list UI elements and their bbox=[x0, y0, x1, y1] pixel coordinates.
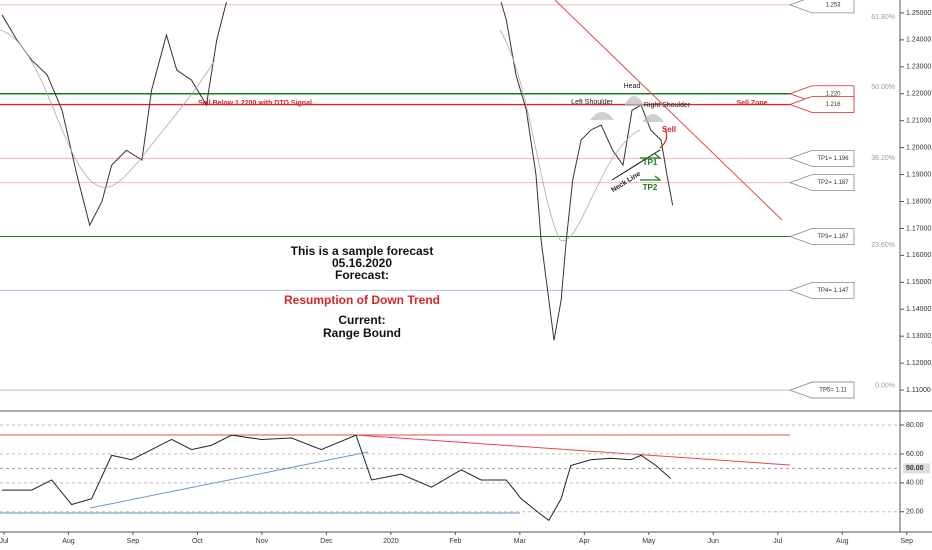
tp-arrows bbox=[640, 153, 662, 181]
x-tick-label: 2020 bbox=[383, 538, 399, 545]
head-label: Head bbox=[624, 83, 641, 90]
x-tick-label: Feb bbox=[449, 538, 461, 545]
y-tick-label: 40.00 bbox=[906, 480, 924, 487]
y-tick-label: 1.20000 bbox=[906, 144, 931, 151]
y-tick-label: 1.16000 bbox=[906, 252, 931, 259]
forecast-line: 05.16.2020 bbox=[332, 256, 392, 270]
series-line bbox=[2, 434, 672, 522]
y-tick-label: 1.24000 bbox=[906, 37, 931, 44]
level-label: 50.00 bbox=[906, 465, 924, 472]
x-tick-label: Jun bbox=[708, 538, 719, 545]
callout-label: TP2= 1.187 bbox=[817, 180, 849, 186]
x-tick-label: Oct bbox=[192, 538, 203, 545]
left-shoulder-label: Left Shoulder bbox=[571, 99, 613, 106]
sell-arrow bbox=[659, 127, 668, 149]
shoulder-shapes bbox=[590, 96, 664, 122]
forecast-line: Resumption of Down Trend bbox=[284, 293, 440, 307]
y-tick-label: 80.00 bbox=[906, 422, 924, 429]
x-tick-label: Sep bbox=[901, 538, 914, 545]
callout-label: TP5= 1.11 bbox=[819, 388, 847, 394]
y-tick-label: 1.22000 bbox=[906, 91, 931, 98]
callout-label: 1.253 bbox=[825, 2, 841, 8]
callout-label: 1.216 bbox=[825, 102, 841, 108]
callout bbox=[788, 281, 855, 299]
callout bbox=[788, 381, 855, 399]
fib-label: 23.60% bbox=[871, 242, 895, 249]
fib-label: 0.00% bbox=[875, 382, 895, 389]
x-tick-label: Aug bbox=[836, 538, 849, 545]
fib-label: 50.00% bbox=[871, 84, 895, 91]
level-badge bbox=[903, 463, 930, 474]
callout bbox=[788, 228, 855, 245]
price-pane: 1.11000 1.12000 1.13000 1.14000 1.15000 1.160… bbox=[0, 0, 931, 399]
fib-label: 38.20% bbox=[871, 155, 895, 162]
zone-text: Sell Zone bbox=[736, 100, 767, 107]
moving-average bbox=[0, 29, 641, 241]
y-tick-label: 1.12000 bbox=[906, 360, 931, 367]
callout bbox=[788, 96, 855, 113]
x-tick-label: Jul bbox=[773, 538, 782, 545]
y-tick-label: 1.21000 bbox=[906, 118, 931, 125]
tp2-label: TP2 bbox=[643, 183, 658, 192]
x-tick-label: May bbox=[642, 538, 656, 545]
y-tick-label: 1.13000 bbox=[906, 333, 931, 340]
neck-line bbox=[611, 149, 661, 181]
callout-label: TP1= 1.196 bbox=[817, 156, 849, 162]
x-tick-label: Dec bbox=[320, 538, 333, 545]
x-tick-label: Apr bbox=[579, 538, 591, 545]
x-tick-label: Jul bbox=[0, 538, 9, 545]
x-tick-label: Aug bbox=[62, 538, 75, 545]
forecast-line: Current: bbox=[338, 313, 385, 327]
y-tick-label: 60.00 bbox=[906, 451, 924, 458]
rsi-pane: 20.00 40.00 60.00 80.00 50.00 Jul Aug Sep Oct Nov… bbox=[0, 422, 930, 545]
sell-label: Sell bbox=[662, 125, 676, 134]
callout bbox=[788, 0, 855, 14]
callout bbox=[788, 149, 855, 167]
rsi-trend-line bbox=[89, 451, 369, 509]
tp1-label: TP1 bbox=[643, 158, 658, 167]
callout-label: TP3= 1.167 bbox=[817, 234, 849, 240]
callout-label: TP4= 1.147 bbox=[817, 288, 849, 294]
x-tick-label: Nov bbox=[256, 538, 269, 545]
y-tick-label: 1.25000 bbox=[906, 10, 931, 17]
y-tick-label: 1.18000 bbox=[906, 198, 931, 205]
forecast-line: This is a sample forecast bbox=[291, 244, 434, 258]
fib-label: 61.80% bbox=[871, 14, 895, 21]
y-tick-label: 1.19000 bbox=[906, 171, 931, 178]
y-tick-label: 20.00 bbox=[906, 509, 924, 516]
y-tick-label: 1.14000 bbox=[906, 306, 931, 313]
forecast-line: Forecast: bbox=[335, 268, 389, 282]
y-tick-label: 1.23000 bbox=[906, 64, 931, 71]
forecast-line: Range Bound bbox=[323, 326, 401, 340]
callout bbox=[788, 174, 855, 192]
trend-line bbox=[554, 0, 783, 221]
callout-label: 1.220 bbox=[825, 91, 841, 97]
y-tick-label: 1.17000 bbox=[906, 225, 931, 232]
right-shoulder-label: Right Shoulder bbox=[644, 102, 691, 109]
x-tick-label: Sep bbox=[127, 538, 140, 545]
rsi-trend-line bbox=[354, 434, 791, 466]
signal-text: Sell Below 1.2200 with DTO Signal bbox=[198, 100, 312, 107]
x-tick-label: Mar bbox=[514, 538, 527, 545]
y-tick-label: 1.15000 bbox=[906, 279, 931, 286]
y-tick-label: 1.11000 bbox=[906, 387, 931, 394]
